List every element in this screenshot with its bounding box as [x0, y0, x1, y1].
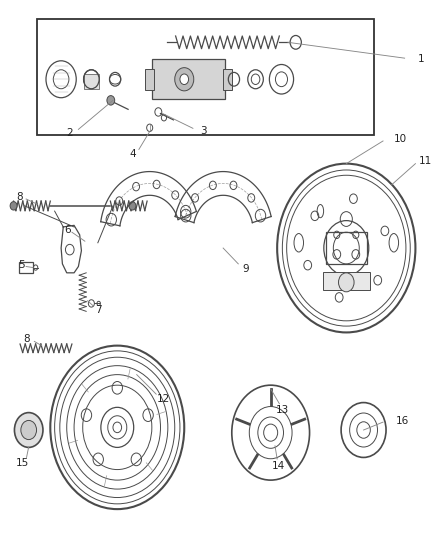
Text: 2: 2	[67, 128, 73, 138]
Circle shape	[107, 95, 115, 105]
Circle shape	[14, 413, 43, 447]
Text: 12: 12	[157, 394, 170, 405]
Circle shape	[129, 201, 136, 210]
Text: 4: 4	[129, 149, 136, 159]
Circle shape	[21, 421, 36, 440]
Text: 10: 10	[394, 134, 407, 144]
Text: 15: 15	[16, 458, 29, 468]
Text: 3: 3	[201, 126, 207, 136]
Text: 9: 9	[242, 264, 249, 273]
Circle shape	[180, 74, 189, 85]
Bar	[145, 69, 154, 90]
Bar	[325, 232, 367, 264]
Text: 1: 1	[417, 54, 424, 64]
Bar	[223, 69, 232, 90]
Bar	[152, 60, 225, 99]
Bar	[322, 272, 370, 290]
Bar	[84, 74, 99, 89]
Text: 5: 5	[18, 260, 25, 270]
Circle shape	[175, 68, 194, 91]
Text: 6: 6	[64, 224, 71, 235]
Text: 11: 11	[418, 156, 432, 166]
Text: 13: 13	[276, 405, 290, 415]
Bar	[19, 262, 33, 273]
Circle shape	[10, 201, 17, 210]
Circle shape	[339, 273, 354, 292]
Text: 7: 7	[95, 305, 102, 315]
Text: 14: 14	[272, 461, 285, 471]
Text: 8: 8	[23, 334, 30, 344]
Text: 16: 16	[396, 416, 409, 425]
Bar	[37, 19, 374, 135]
Text: 8: 8	[16, 192, 22, 202]
